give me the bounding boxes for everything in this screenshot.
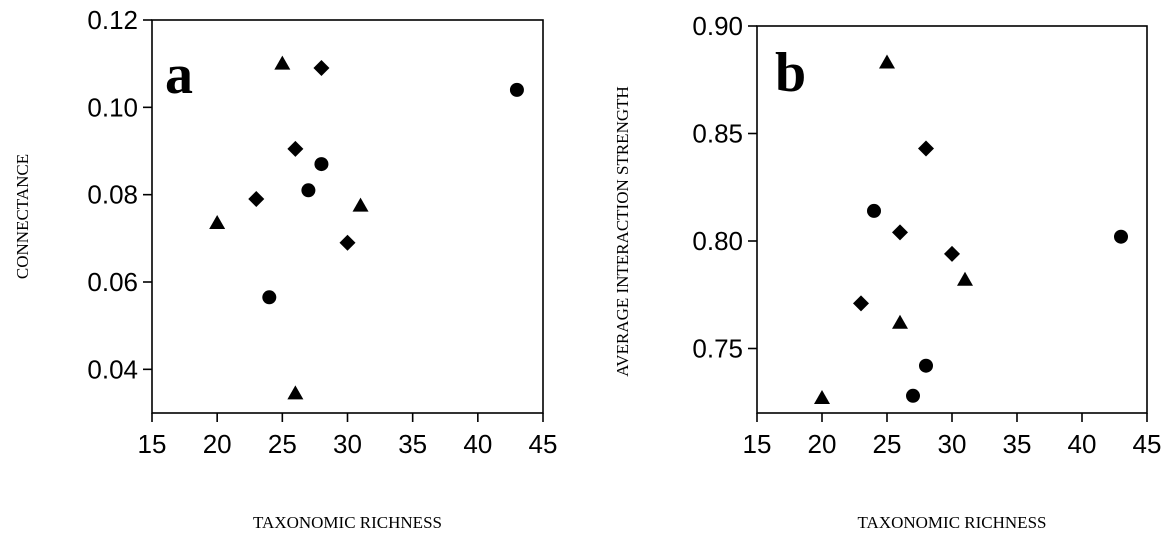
circle-point [1114,229,1128,244]
diamond-point [339,234,356,251]
x-tick-label: 20 [203,429,232,459]
x-tick-label: 35 [1003,429,1032,459]
triangle-point [287,385,304,400]
x-tick-label: 25 [268,429,297,459]
triangle-point [957,271,973,286]
triangle-point [274,55,291,70]
y-tick-label: 0.75 [692,334,743,364]
x-tick-label: 15 [138,429,167,459]
y-axis-label: AVERAGE INTERACTION STRENGTH [613,86,632,377]
circle-point [314,157,329,172]
triangle-point [814,389,830,404]
y-tick-label: 0.85 [692,119,743,149]
diamond-point [918,140,934,157]
y-axis-label: CONNECTANCE [13,154,32,279]
y-tick-label: 0.80 [692,226,743,256]
triangle-point [892,314,908,329]
x-tick-label: 20 [808,429,837,459]
panel-letter: a [165,44,193,106]
y-tick-label: 0.90 [692,11,743,41]
x-tick-label: 40 [1068,429,1097,459]
triangle-point [209,215,226,230]
x-axis-label: TAXONOMIC RICHNESS [253,513,442,532]
y-tick-label: 0.04 [87,354,138,384]
x-tick-label: 45 [529,429,558,459]
circle-point [509,82,524,97]
x-axis-label: TAXONOMIC RICHNESS [858,513,1047,532]
diamond-point [287,140,304,157]
diamond-point [944,245,960,262]
x-tick-label: 30 [333,429,362,459]
diamond-point [313,60,330,77]
plot-frame-a [151,19,544,414]
panel-letter: b [775,42,806,104]
triangle-point [879,54,895,69]
x-tick-label: 15 [743,429,772,459]
circle-point [906,388,920,403]
diamond-point [853,295,869,312]
triangle-point [352,197,369,212]
circle-point [867,203,881,218]
x-tick-label: 25 [873,429,902,459]
x-tick-label: 30 [938,429,967,459]
diamond-point [892,224,908,241]
y-tick-label: 0.10 [87,92,138,122]
y-tick-label: 0.12 [87,5,138,35]
y-tick-label: 0.06 [87,267,138,297]
x-tick-label: 40 [463,429,492,459]
circle-point [301,183,316,198]
circle-point [262,290,277,305]
diamond-point [248,191,265,208]
x-tick-label: 35 [398,429,427,459]
x-tick-label: 45 [1133,429,1162,459]
y-tick-label: 0.08 [87,180,138,210]
circle-point [919,358,933,373]
plot-frame-b [756,25,1148,414]
